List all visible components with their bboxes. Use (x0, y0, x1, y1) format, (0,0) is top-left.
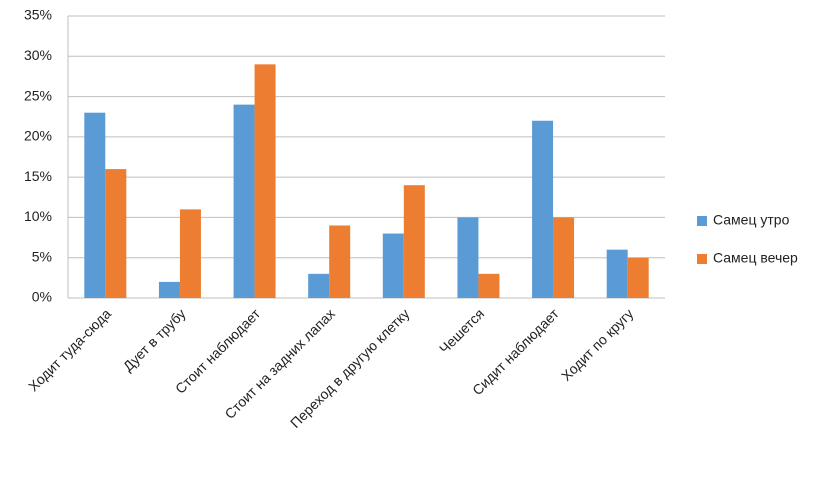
legend-label: Самец утро (713, 212, 790, 228)
y-tick-label: 30% (24, 47, 52, 63)
bar (457, 217, 479, 298)
legend-label: Самец вечер (713, 250, 798, 266)
bar (233, 104, 255, 298)
y-tick-label: 25% (24, 87, 52, 103)
y-tick-label: 5% (32, 248, 52, 264)
bar (382, 233, 404, 298)
bar (553, 217, 575, 298)
bar (532, 120, 554, 298)
bar (179, 209, 201, 298)
bar (105, 169, 127, 298)
x-tick-label: Ходит по кругу (558, 305, 637, 384)
x-tick-label: Чешется (436, 305, 487, 356)
x-tick-label: Ходит туда-сюда (25, 305, 114, 394)
bar (478, 273, 500, 298)
bar (606, 249, 628, 298)
y-tick-label: 35% (24, 7, 52, 23)
bar (403, 185, 425, 298)
bar (627, 257, 649, 298)
y-tick-label: 15% (24, 168, 52, 184)
bar (158, 281, 180, 298)
legend-swatch (697, 216, 707, 226)
legend-swatch (697, 254, 707, 264)
y-tick-label: 0% (32, 289, 52, 305)
y-tick-label: 10% (24, 208, 52, 224)
bar (308, 273, 330, 298)
x-tick-label: Переход в другую клетку (287, 305, 413, 431)
x-tick-label: Дует в трубу (120, 305, 189, 374)
y-tick-label: 20% (24, 128, 52, 144)
bar (84, 112, 106, 298)
bar (329, 225, 351, 298)
bar (254, 64, 276, 298)
